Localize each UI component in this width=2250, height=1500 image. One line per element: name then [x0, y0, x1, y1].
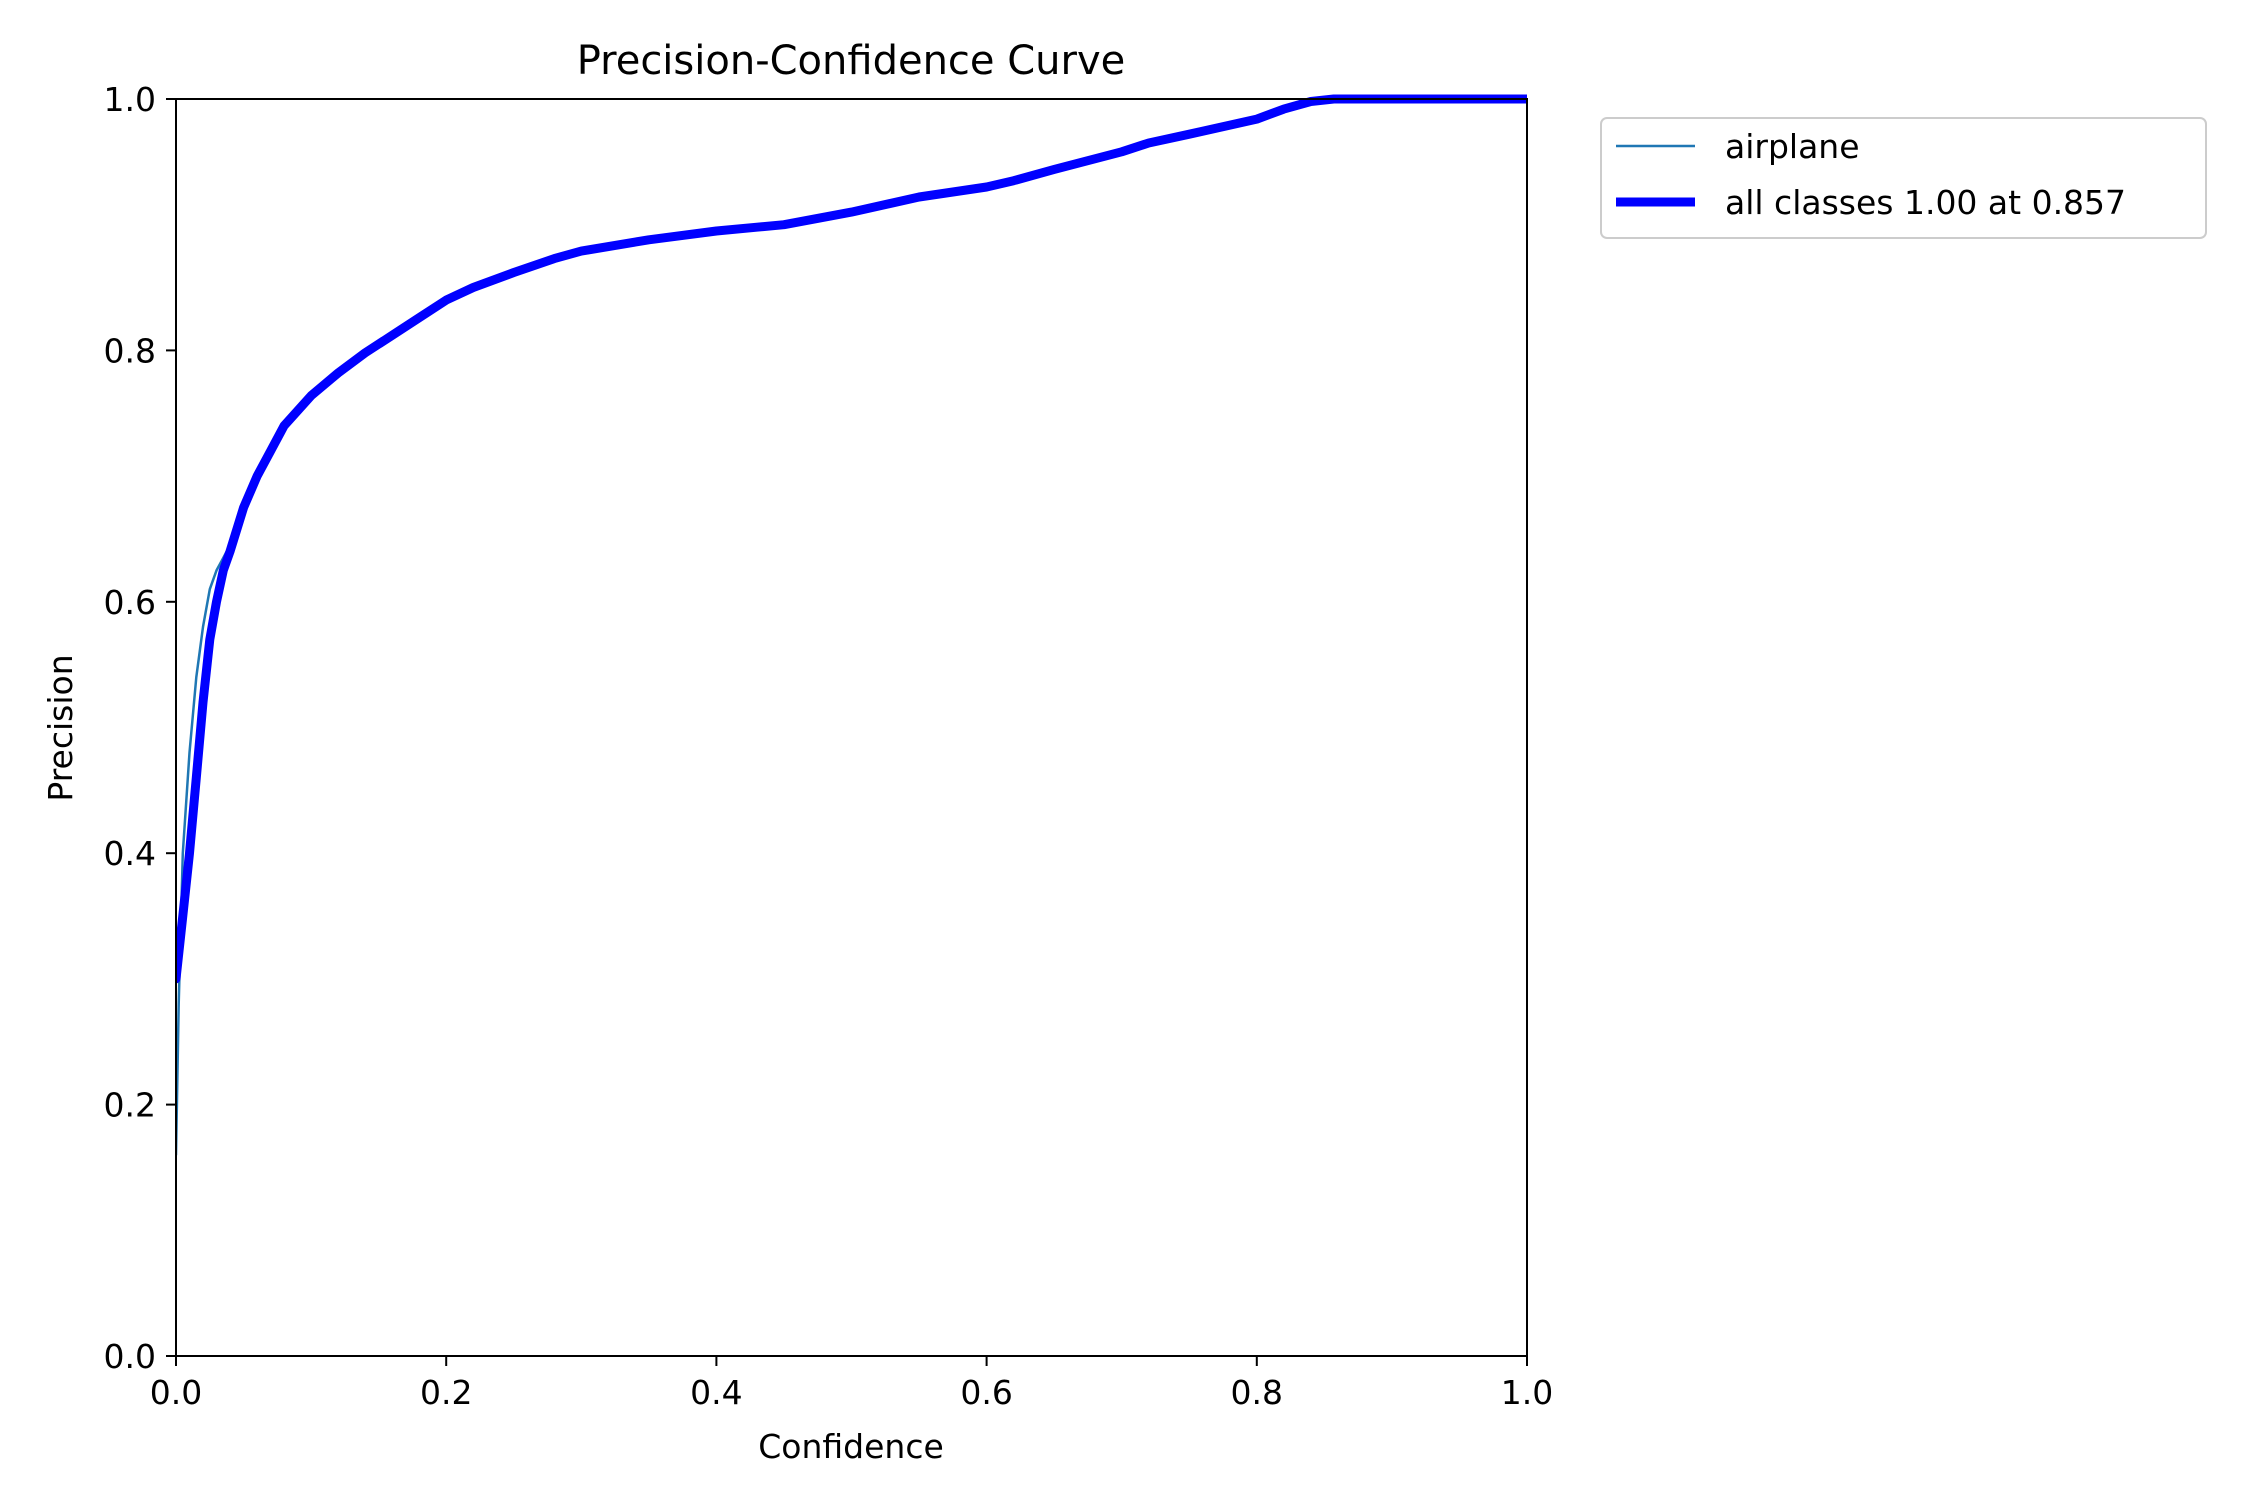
x-tick-label: 0.0	[150, 1373, 202, 1412]
series-line-all-classes	[176, 94, 1527, 984]
plot-frame	[175, 98, 1528, 1357]
x-tick-label: 0.8	[1231, 1373, 1283, 1412]
x-axis-title: Confidence	[758, 1427, 944, 1466]
y-axis-ticks: 0.0 0.2 0.4 0.6 0.8 1.0	[104, 80, 176, 1376]
legend-label-all-classes: all classes 1.00 at 0.857	[1725, 183, 2126, 222]
series-layer	[176, 94, 1527, 1157]
x-tick-label: 0.2	[420, 1373, 472, 1412]
y-tick-label: 1.0	[104, 80, 156, 119]
y-tick-label: 0.2	[104, 1086, 156, 1125]
legend-label-airplane: airplane	[1725, 127, 1860, 166]
x-axis-ticks: 0.0 0.2 0.4 0.6 0.8 1.0	[150, 1356, 1553, 1412]
y-tick-label: 0.0	[104, 1337, 156, 1376]
chart-title: Precision-Confidence Curve	[577, 38, 1126, 84]
y-tick-label: 0.8	[104, 331, 156, 370]
legend: airplane all classes 1.00 at 0.857	[1600, 117, 2207, 239]
x-tick-label: 0.4	[690, 1373, 742, 1412]
y-tick-label: 0.6	[104, 583, 156, 622]
y-tick-label: 0.4	[104, 834, 156, 873]
x-tick-label: 0.6	[960, 1373, 1012, 1412]
legend-box	[1600, 117, 2207, 239]
y-axis-title: Precision	[41, 654, 80, 801]
x-tick-label: 1.0	[1501, 1373, 1553, 1412]
